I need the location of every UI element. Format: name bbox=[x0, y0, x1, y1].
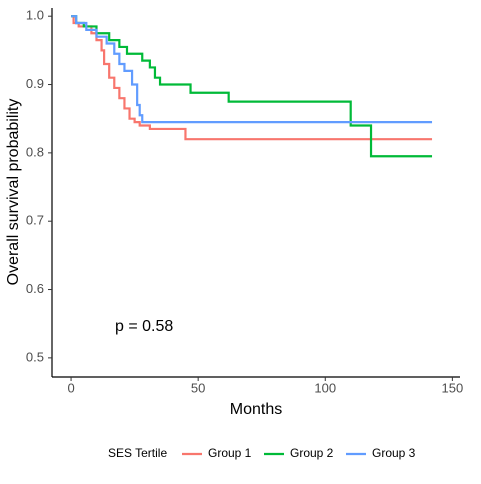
survival-curve bbox=[71, 15, 433, 124]
survival-curve bbox=[71, 15, 433, 141]
survival-curve bbox=[71, 15, 433, 158]
x-tick-label: 0 bbox=[67, 380, 74, 395]
x-tick-label: 150 bbox=[442, 380, 464, 395]
y-tick-label: 0.9 bbox=[26, 76, 44, 91]
x-axis-label: Months bbox=[230, 401, 282, 418]
y-tick-label: 0.6 bbox=[26, 281, 44, 296]
y-axis-label: Overall survival probability bbox=[5, 99, 22, 286]
legend-title: SES Tertile bbox=[108, 446, 167, 460]
y-tick-label: 1.0 bbox=[26, 8, 44, 23]
legend-label: Group 3 bbox=[372, 446, 416, 460]
y-tick-label: 0.8 bbox=[26, 144, 44, 159]
x-tick-label: 100 bbox=[314, 380, 336, 395]
annotation: p = 0.58 bbox=[115, 318, 173, 335]
x-tick-label: 50 bbox=[191, 380, 205, 395]
y-tick-label: 0.7 bbox=[26, 213, 44, 228]
legend-label: Group 1 bbox=[208, 446, 252, 460]
legend-label: Group 2 bbox=[290, 446, 334, 460]
y-tick-label: 0.5 bbox=[26, 349, 44, 364]
legend: SES Tertile Group 1 Group 2 Group 3 bbox=[108, 446, 416, 460]
